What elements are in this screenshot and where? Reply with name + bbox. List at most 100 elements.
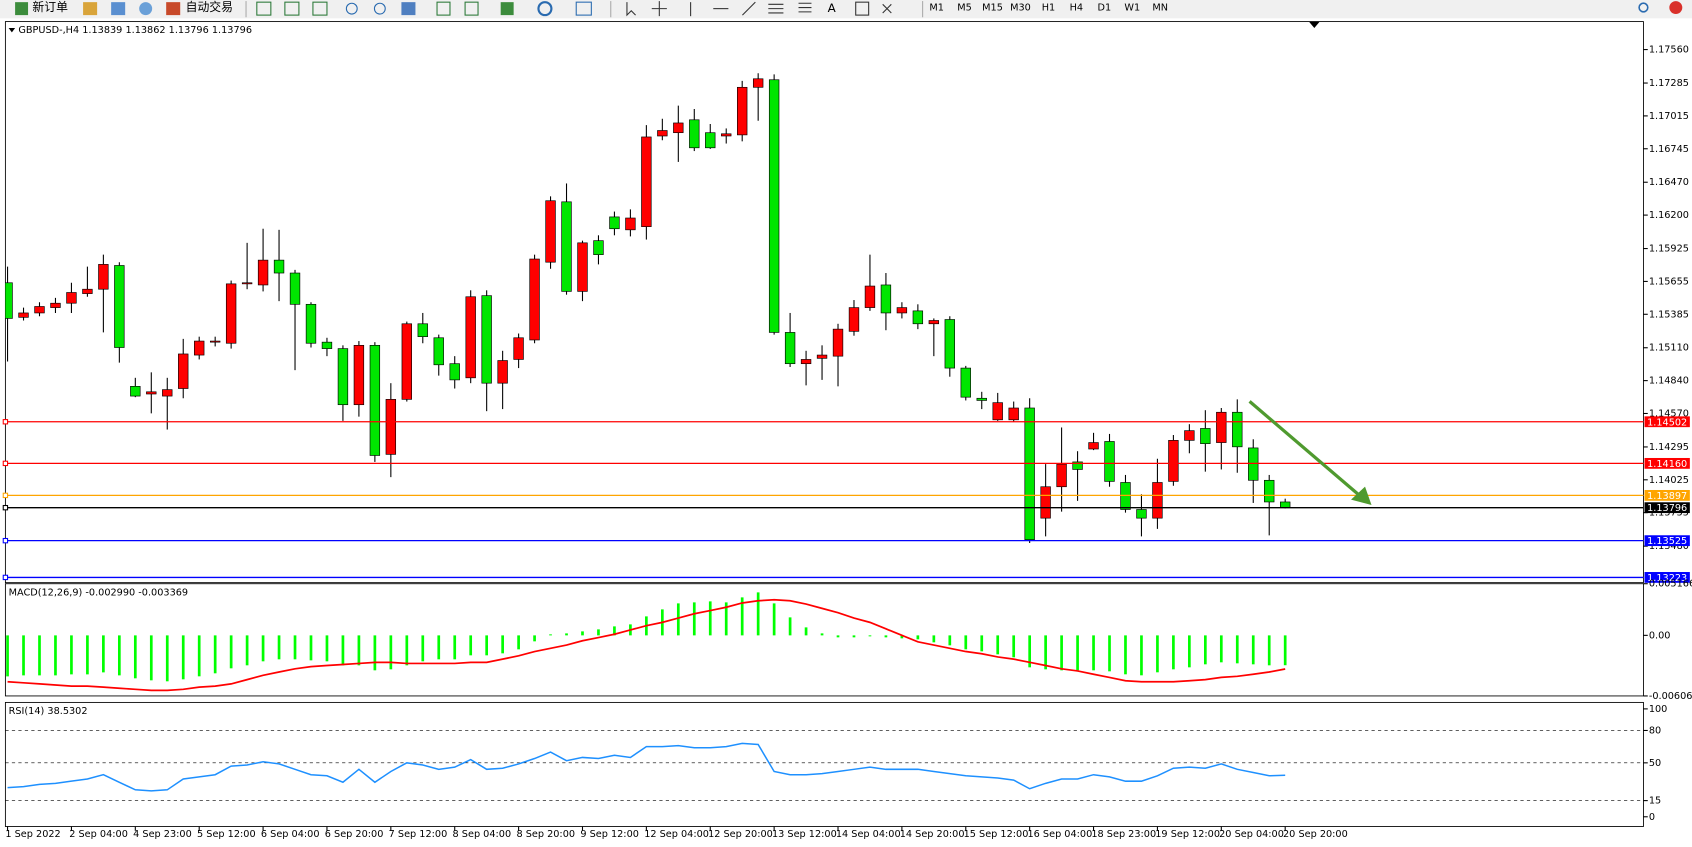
- timeframe-button[interactable]: M15: [982, 3, 1003, 14]
- label-tool[interactable]: [855, 1, 870, 16]
- candle-body: [289, 272, 301, 305]
- timeframe-bar: M1 M5 M15 M30 H1 H4 D1 W1 MN: [929, 3, 1168, 14]
- indicators-icon[interactable]: [500, 2, 514, 16]
- candle-body: [130, 386, 141, 397]
- candle-chart-icon[interactable]: [284, 1, 300, 16]
- y-tick-label: 50: [1649, 758, 1661, 769]
- x-tick-label: 15 Sep 12:00: [964, 829, 1029, 840]
- toolbar-icon[interactable]: [83, 2, 98, 16]
- panel-title: MACD(12,26,9) -0.002990 -0.003369: [9, 587, 188, 598]
- notification-icon[interactable]: [1669, 1, 1683, 15]
- line-chart-icon[interactable]: [312, 1, 328, 16]
- candle-body: [1088, 442, 1099, 450]
- level-handle: [2, 574, 9, 581]
- candle-body: [1168, 440, 1179, 482]
- shift-icon[interactable]: [464, 1, 479, 16]
- y-tick-label: 1.17560: [1649, 45, 1689, 56]
- macd-signal-line: [7, 598, 1286, 692]
- x-tick-label: 7 Sep 12:00: [389, 829, 448, 840]
- arrows-tool[interactable]: [882, 3, 892, 14]
- candle-body: [114, 265, 125, 348]
- periods-icon[interactable]: [537, 1, 553, 17]
- timeframe-button[interactable]: W1: [1124, 3, 1140, 14]
- y-tick-label: 1.13480: [1649, 541, 1689, 552]
- x-tick-label: 20 Sep 04:00: [1219, 829, 1284, 840]
- candle-body: [50, 302, 61, 308]
- candle-body: [848, 307, 860, 332]
- auto-trading-icon[interactable]: [166, 2, 181, 16]
- panel-frame: [4, 21, 1644, 584]
- candle-body: [960, 367, 971, 398]
- channel-tool[interactable]: [768, 3, 784, 14]
- trendline-tool[interactable]: [742, 1, 756, 16]
- candle-body: [944, 319, 955, 369]
- bar-chart-icon[interactable]: [256, 1, 272, 16]
- candle-body: [1280, 501, 1291, 509]
- level-handle: [2, 504, 9, 511]
- candle-body: [337, 348, 349, 406]
- candle-body: [609, 216, 620, 230]
- y-tick-label: 1.15110: [1649, 343, 1689, 354]
- x-tick-label: 8 Sep 04:00: [453, 829, 512, 840]
- candle-body: [673, 122, 684, 134]
- panel-title: GBPUSD-,H4 1.13839 1.13862 1.13796 1.137…: [18, 25, 252, 36]
- candle-body: [225, 283, 237, 344]
- candle-body: [66, 292, 77, 304]
- chart-area: 1.17560 1.17285 1.17015 1.16745 1.16470 1.162…: [2, 21, 1692, 840]
- trend-arrow: [1248, 400, 1363, 499]
- templates-icon[interactable]: [575, 1, 592, 16]
- y-tick-label: 1.15655: [1649, 276, 1689, 287]
- timeframe-button[interactable]: H1: [1042, 3, 1055, 14]
- auto-trading-button[interactable]: 自动交易: [186, 0, 233, 14]
- candle-body: [401, 323, 412, 400]
- x-tick-label: 1 Sep 2022: [5, 829, 60, 840]
- candle-body: [928, 320, 940, 325]
- candle-body: [194, 340, 205, 356]
- new-order-button[interactable]: 新订单: [32, 0, 68, 14]
- candle-body: [5, 282, 13, 319]
- crosshair-tool[interactable]: [651, 1, 667, 17]
- timeframe-button[interactable]: H4: [1070, 3, 1083, 14]
- candle-body: [800, 359, 812, 365]
- candle-body: [1152, 482, 1163, 519]
- timeframe-button[interactable]: M1: [929, 3, 944, 14]
- zoom-in-icon[interactable]: [345, 2, 358, 15]
- level-handle: [2, 460, 9, 467]
- timeframe-button[interactable]: MN: [1152, 3, 1168, 14]
- candle-body: [1200, 428, 1211, 444]
- text-tool[interactable]: A: [828, 1, 837, 15]
- tile-icon[interactable]: [401, 2, 416, 16]
- new-order-icon[interactable]: [15, 2, 29, 16]
- x-tick-label: 18 Sep 23:00: [1091, 829, 1156, 840]
- timeframe-button[interactable]: M30: [1010, 3, 1031, 14]
- y-tick-label: 1.15385: [1649, 309, 1689, 320]
- plot-content: [5, 73, 1291, 543]
- candle-body: [209, 340, 221, 343]
- level-price-box: [1644, 502, 1690, 514]
- scroll-icon[interactable]: [436, 1, 451, 16]
- level-price-label: 1.14160: [1647, 459, 1687, 470]
- candle-body: [18, 312, 29, 318]
- level-price-label: 1.13796: [1647, 503, 1687, 514]
- y-tick-label: 0: [1649, 812, 1655, 823]
- level-price-label: 1.13897: [1647, 491, 1687, 502]
- timeframe-button[interactable]: D1: [1098, 3, 1112, 14]
- zoom-out-icon[interactable]: [373, 2, 386, 15]
- x-tick-label: 9 Sep 12:00: [580, 829, 639, 840]
- toolbar-icon[interactable]: [139, 2, 153, 16]
- y-tick-label: 0.00: [1649, 630, 1671, 641]
- candle-body: [1264, 479, 1275, 503]
- candle-body: [625, 217, 636, 231]
- candle-body: [257, 259, 269, 286]
- y-tick-label: 0.005166: [1649, 579, 1692, 590]
- candle-body: [305, 303, 317, 344]
- level-price-box: [1644, 457, 1690, 469]
- fibo-tool[interactable]: [798, 2, 812, 13]
- toolbar-icon[interactable]: [111, 2, 126, 16]
- cursor-tool[interactable]: [626, 2, 636, 17]
- candle-body: [433, 337, 444, 366]
- search-icon[interactable]: [1638, 2, 1649, 13]
- level-price-label: 1.13223: [1647, 573, 1687, 584]
- timeframe-button[interactable]: M5: [957, 3, 972, 14]
